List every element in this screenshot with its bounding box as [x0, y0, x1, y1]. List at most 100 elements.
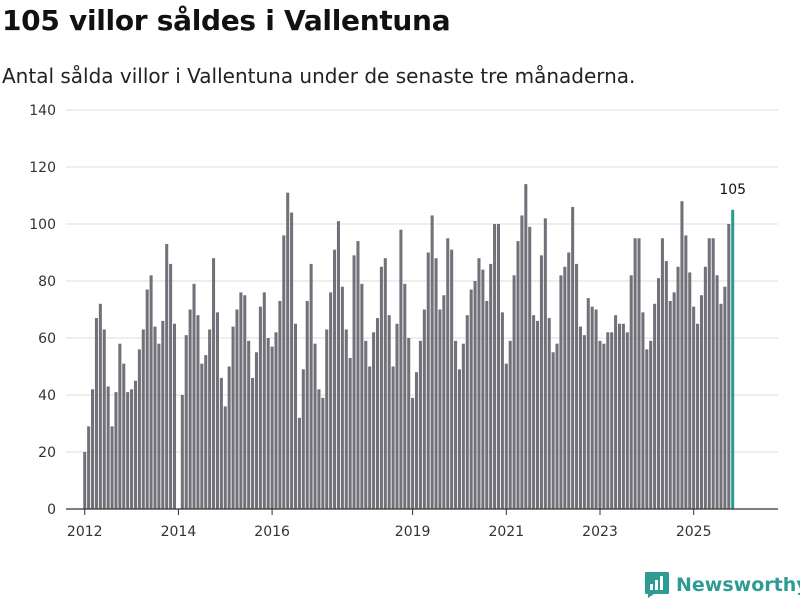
x-tick-label: 2014 [161, 524, 197, 540]
bar [555, 343, 559, 509]
bar [325, 329, 329, 509]
bar [204, 355, 208, 509]
bar [83, 452, 87, 509]
bar [266, 338, 270, 509]
bar [290, 212, 294, 509]
x-tick-label: 2019 [395, 524, 431, 540]
bar [450, 249, 454, 509]
bar [258, 306, 262, 509]
bar [391, 366, 395, 509]
x-axis [66, 508, 778, 515]
bar [192, 283, 196, 509]
bar [309, 263, 313, 509]
bar [313, 343, 317, 509]
bar [110, 426, 114, 509]
bar [461, 343, 465, 509]
bar [274, 332, 278, 509]
x-axis-labels: 2012 2014 2016 2019 2021 2023 2025 [67, 524, 712, 540]
bar [684, 235, 688, 509]
y-tick-label: 60 [38, 331, 56, 347]
bar [575, 263, 579, 509]
bar [344, 329, 348, 509]
bar [442, 295, 446, 509]
bar [188, 309, 192, 509]
bar [547, 318, 551, 509]
bar [469, 289, 473, 509]
bar [676, 266, 680, 509]
bar [262, 292, 266, 509]
bar [524, 184, 528, 509]
bar [504, 363, 508, 509]
bar [606, 332, 610, 509]
bar [719, 303, 723, 509]
bar [278, 300, 282, 509]
bar [465, 315, 469, 509]
bar [395, 323, 399, 509]
bar [153, 326, 157, 509]
bar [87, 426, 91, 509]
bar [356, 241, 360, 509]
bar [426, 252, 430, 509]
bar [543, 218, 547, 510]
bar [286, 192, 290, 509]
bar [571, 206, 575, 509]
bar [582, 335, 586, 509]
y-tick-label: 100 [29, 217, 56, 233]
bar [375, 318, 380, 509]
bar [473, 281, 477, 509]
bar [649, 340, 653, 509]
bar [457, 369, 461, 509]
bar [411, 397, 415, 509]
bar [102, 329, 106, 509]
y-axis-labels: 0 20 40 60 80 100 120 140 [29, 103, 56, 518]
bar [438, 309, 442, 509]
bar [477, 258, 481, 509]
bar [360, 283, 364, 509]
bar [481, 269, 485, 509]
bar [336, 221, 340, 509]
bar [418, 340, 422, 509]
bar [219, 377, 223, 509]
bar [379, 266, 383, 509]
brand-name: Newsworthy [676, 574, 800, 596]
bar [727, 224, 731, 509]
bar [422, 309, 426, 509]
bars [83, 184, 735, 510]
bar [539, 255, 543, 509]
newsworthy-brand: Newsworthy [644, 570, 800, 600]
bar [567, 252, 571, 509]
y-tick-label: 120 [29, 160, 56, 176]
bar [696, 323, 700, 509]
bar [707, 238, 711, 509]
bar [247, 340, 251, 509]
bar [251, 377, 255, 509]
bar [454, 340, 458, 509]
bar [141, 329, 145, 509]
bar [485, 300, 489, 509]
bar [508, 340, 512, 509]
bar [536, 320, 540, 509]
x-tick-label: 2025 [676, 524, 712, 540]
bar [688, 272, 692, 509]
y-tick-label: 140 [29, 103, 56, 119]
bar [98, 303, 102, 509]
bar [672, 292, 676, 509]
bar [227, 366, 231, 509]
bar [532, 315, 536, 509]
bar [489, 263, 493, 509]
chart-title: 105 villor såldes i Vallentuna [2, 4, 451, 37]
bar [235, 309, 239, 509]
chart-subtitle: Antal sålda villor i Vallentuna under de… [2, 64, 636, 88]
x-tick-label: 2016 [254, 524, 290, 540]
bar [293, 323, 298, 509]
bar [614, 315, 618, 509]
bar [305, 300, 309, 509]
bar [387, 315, 391, 509]
bar [348, 357, 352, 509]
bar [703, 266, 707, 509]
bar [610, 332, 614, 509]
bar [223, 406, 227, 509]
bar [352, 255, 356, 509]
bar [212, 258, 216, 509]
bar [180, 395, 184, 509]
